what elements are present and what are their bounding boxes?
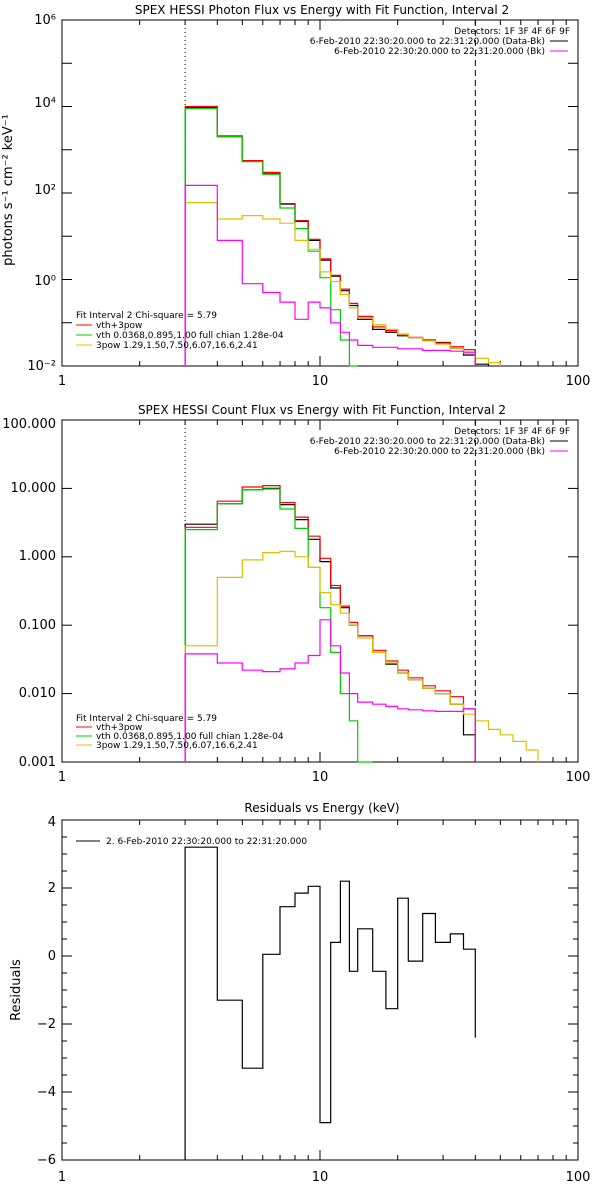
count-ytick-label-0.100: 0.100 xyxy=(19,618,56,633)
count-fit-legend-item-3: 3pow 1.29,1.50,7.50,6.07,16.6,2.41 xyxy=(96,741,258,751)
residuals-series-0-line xyxy=(184,846,476,1160)
residuals-ytick-label-0: 0 xyxy=(48,949,56,964)
residuals-xtick-label-10: 10 xyxy=(312,1170,329,1185)
count-series-group xyxy=(184,485,539,763)
photon-series-4-line xyxy=(184,184,476,366)
photon-fit-legend-item-1: vth+3pow xyxy=(96,321,142,331)
count-ytick-label-1.000: 1.000 xyxy=(19,549,56,564)
photon-chart-title: SPEX HESSI Photon Flux vs Energy with Fi… xyxy=(135,3,509,17)
count-info-line-bk: 6-Feb-2010 22:30:20.000 to 22:31:20.000 … xyxy=(334,447,545,457)
photon-series-1-line xyxy=(184,105,476,366)
count-info-line-data: 6-Feb-2010 22:30:20.000 to 22:31:20.000 … xyxy=(310,437,545,447)
count-xtick-label-100: 100 xyxy=(566,770,591,785)
count-detectors-label: Detectors: 1F 3F 4F 6F 9F xyxy=(454,427,570,437)
count-xtick-label-10: 10 xyxy=(312,770,329,785)
photon-flux-chart: SPEX HESSI Photon Flux vs Energy with Fi… xyxy=(1,3,590,389)
residuals-ytick-label-neg2: −2 xyxy=(37,1017,56,1032)
residuals-series-group xyxy=(184,846,476,1160)
count-xtick-label-1: 1 xyxy=(58,770,66,785)
count-flux-chart: SPEX HESSI Count Flux vs Energy with Fit… xyxy=(2,403,590,785)
photon-ytick-label-1e2: 10² xyxy=(34,183,56,198)
residuals-chart-title: Residuals vs Energy (keV) xyxy=(244,801,399,815)
photon-series-3-line xyxy=(184,202,501,366)
count-fit-legend: Fit Interval 2 Chi-square = 5.79 vth+3po… xyxy=(76,714,284,751)
photon-fit-legend: Fit Interval 2 Chi-square = 5.79 vth+3po… xyxy=(76,311,284,351)
residuals-legend-label: 2. 6-Feb-2010 22:30:20.000 to 22:31:20.0… xyxy=(106,837,307,847)
residuals-y-axis-label: Residuals xyxy=(9,959,24,1021)
count-chart-title: SPEX HESSI Count Flux vs Energy with Fit… xyxy=(138,403,506,417)
photon-ytick-label-1e4: 10⁴ xyxy=(34,96,56,111)
photon-series-0-line xyxy=(184,106,490,366)
residuals-ytick-label-2: 2 xyxy=(48,881,56,896)
residuals-ytick-label-4: 4 xyxy=(48,815,56,830)
photon-y-axis-label: photons s⁻¹ cm⁻² keV⁻¹ xyxy=(1,114,16,266)
photon-ytick-label-1e0: 10⁰ xyxy=(34,274,56,289)
photon-ytick-label-1e6: 10⁶ xyxy=(34,13,56,28)
photon-detectors-label: Detectors: 1F 3F 4F 6F 9F xyxy=(454,27,570,37)
photon-fit-legend-header: Fit Interval 2 Chi-square = 5.79 xyxy=(76,311,217,321)
residuals-ytick-label-neg6: −6 xyxy=(37,1153,56,1168)
residuals-xtick-label-100: 100 xyxy=(566,1170,591,1185)
count-fit-legend-item-1: vth+3pow xyxy=(96,723,142,733)
photon-ytick-label-1e-2: 10⁻² xyxy=(27,359,56,374)
count-ytick-label-0.001: 0.001 xyxy=(19,755,56,770)
photon-fit-legend-item-3: 3pow 1.29,1.50,7.50,6.07,16.6,2.41 xyxy=(96,341,258,351)
count-series-3-line xyxy=(184,550,539,762)
photon-xtick-label-10: 10 xyxy=(312,374,329,389)
photon-xtick-label-100: 100 xyxy=(566,374,591,389)
photon-xtick-label-1: 1 xyxy=(58,374,66,389)
count-fit-legend-item-2: vth 0.0368,0.895,1.00 full chian 1.28e-0… xyxy=(96,732,284,742)
residuals-xtick-label-1: 1 xyxy=(58,1170,66,1185)
count-ytick-label-10.000: 10.000 xyxy=(11,481,57,496)
count-ytick-label-100.000: 100.000 xyxy=(2,417,56,432)
photon-axis-ticks xyxy=(61,19,579,367)
photon-fit-legend-item-2: vth 0.0368,0.895,1.00 full chian 1.28e-0… xyxy=(96,331,284,341)
count-fit-legend-header: Fit Interval 2 Chi-square = 5.79 xyxy=(76,714,217,724)
count-ytick-label-0.010: 0.010 xyxy=(19,686,56,701)
photon-series-2-line xyxy=(184,107,358,367)
count-series-4-line xyxy=(184,619,476,762)
photon-series-group xyxy=(184,105,501,367)
residuals-ytick-label-neg4: −4 xyxy=(37,1085,56,1100)
photon-info-line-data: 6-Feb-2010 22:30:20.000 to 22:31:20.000 … xyxy=(310,37,545,47)
residuals-chart: Residuals vs Energy (keV) 1 10 100 −6 −4… xyxy=(9,801,590,1185)
photon-info-line-bk: 6-Feb-2010 22:30:20.000 to 22:31:20.000 … xyxy=(334,47,545,57)
